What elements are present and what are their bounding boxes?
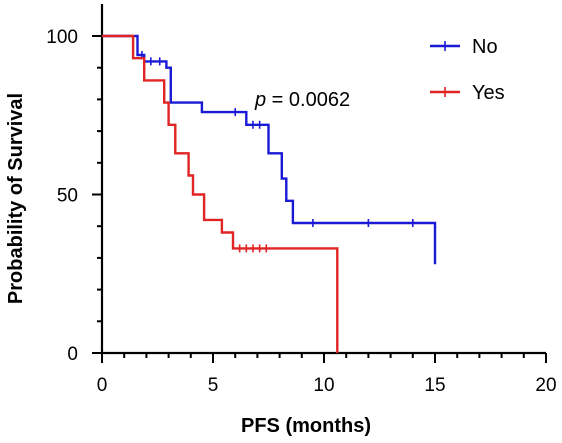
x-tick-label: 15 [424, 375, 445, 396]
legend-label-no: No [472, 36, 498, 58]
y-tick-label: 0 [67, 344, 78, 365]
x-tick-label: 0 [97, 375, 108, 396]
legend-label-yes: Yes [472, 82, 505, 104]
x-tick-label: 20 [535, 375, 556, 396]
y-tick-label: 100 [46, 27, 78, 48]
y-axis-title: Probability of Survival [5, 93, 27, 304]
legend: No Yes [430, 36, 505, 104]
survival-curves [102, 34, 437, 353]
x-tick-label: 5 [208, 375, 219, 396]
p-value-text: = 0.0062 [266, 89, 350, 111]
y-tick-label: 50 [57, 186, 78, 207]
x-axis-title: PFS (months) [241, 415, 371, 437]
x-ticks: 0 5 10 15 20 [97, 353, 557, 396]
p-symbol: p [254, 89, 266, 111]
survival-curve-yes [102, 34, 339, 353]
x-tick-label: 10 [313, 375, 334, 396]
p-value-annotation: p = 0.0062 [254, 89, 350, 111]
y-ticks: 0 50 100 [46, 27, 102, 365]
survival-curve-no [102, 34, 437, 265]
